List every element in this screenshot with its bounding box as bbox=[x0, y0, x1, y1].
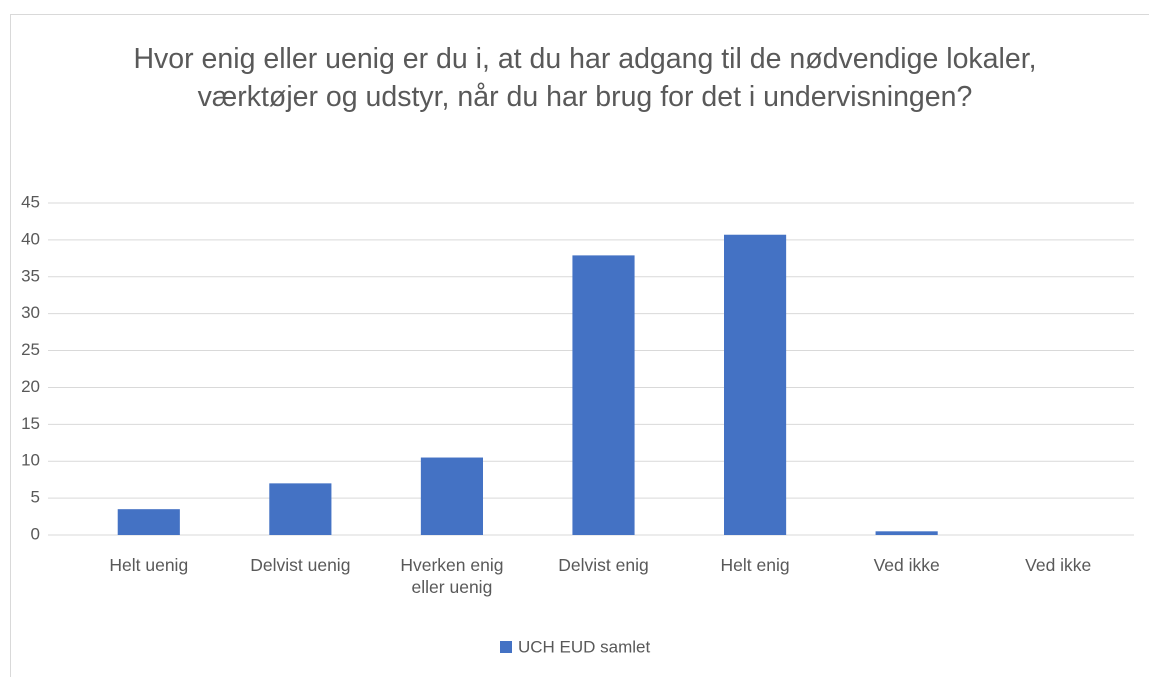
x-tick-label: Hverken enig eller uenig bbox=[400, 555, 504, 597]
chart-title: Hvor enig eller uenig er du i, at du har… bbox=[133, 43, 1037, 113]
bar bbox=[420, 457, 484, 535]
y-tick-label: 20 bbox=[21, 377, 40, 396]
x-tick-label: Helt enig bbox=[720, 555, 790, 575]
y-tick-label: 30 bbox=[21, 303, 40, 322]
legend-swatch bbox=[500, 641, 512, 653]
x-tick-label: Delvist enig bbox=[558, 555, 649, 575]
legend-label: UCH EUD samlet bbox=[518, 637, 651, 656]
bar bbox=[572, 255, 635, 536]
bar bbox=[269, 483, 332, 535]
y-tick-label: 10 bbox=[21, 451, 40, 470]
y-tick-label: 0 bbox=[31, 524, 40, 543]
x-tick-label: Helt uenig bbox=[109, 555, 189, 575]
y-tick-label: 25 bbox=[21, 340, 40, 359]
x-tick-label: Delvist uenig bbox=[250, 555, 351, 575]
bar bbox=[875, 531, 938, 535]
y-tick-label: 45 bbox=[21, 192, 40, 211]
x-tick-label: Ved ikke bbox=[1025, 555, 1092, 575]
y-tick-label: 5 bbox=[31, 488, 40, 507]
x-tick-label: Ved ikke bbox=[873, 555, 940, 575]
y-tick-label: 40 bbox=[21, 229, 40, 248]
bar bbox=[723, 234, 787, 536]
y-tick-label: 35 bbox=[21, 266, 40, 285]
chart-border bbox=[10, 14, 1149, 677]
y-tick-label: 15 bbox=[21, 414, 40, 433]
bar bbox=[117, 509, 180, 535]
